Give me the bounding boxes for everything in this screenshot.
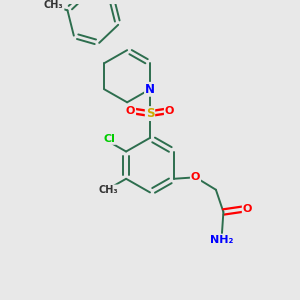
Text: O: O xyxy=(191,172,200,182)
Text: CH₃: CH₃ xyxy=(99,185,118,195)
Text: O: O xyxy=(165,106,174,116)
Text: O: O xyxy=(243,204,252,214)
Text: O: O xyxy=(126,106,135,116)
Text: S: S xyxy=(146,107,154,120)
Text: N: N xyxy=(145,83,155,96)
Text: Cl: Cl xyxy=(103,134,115,144)
Text: CH₃: CH₃ xyxy=(44,0,64,11)
Text: NH₂: NH₂ xyxy=(210,235,234,244)
